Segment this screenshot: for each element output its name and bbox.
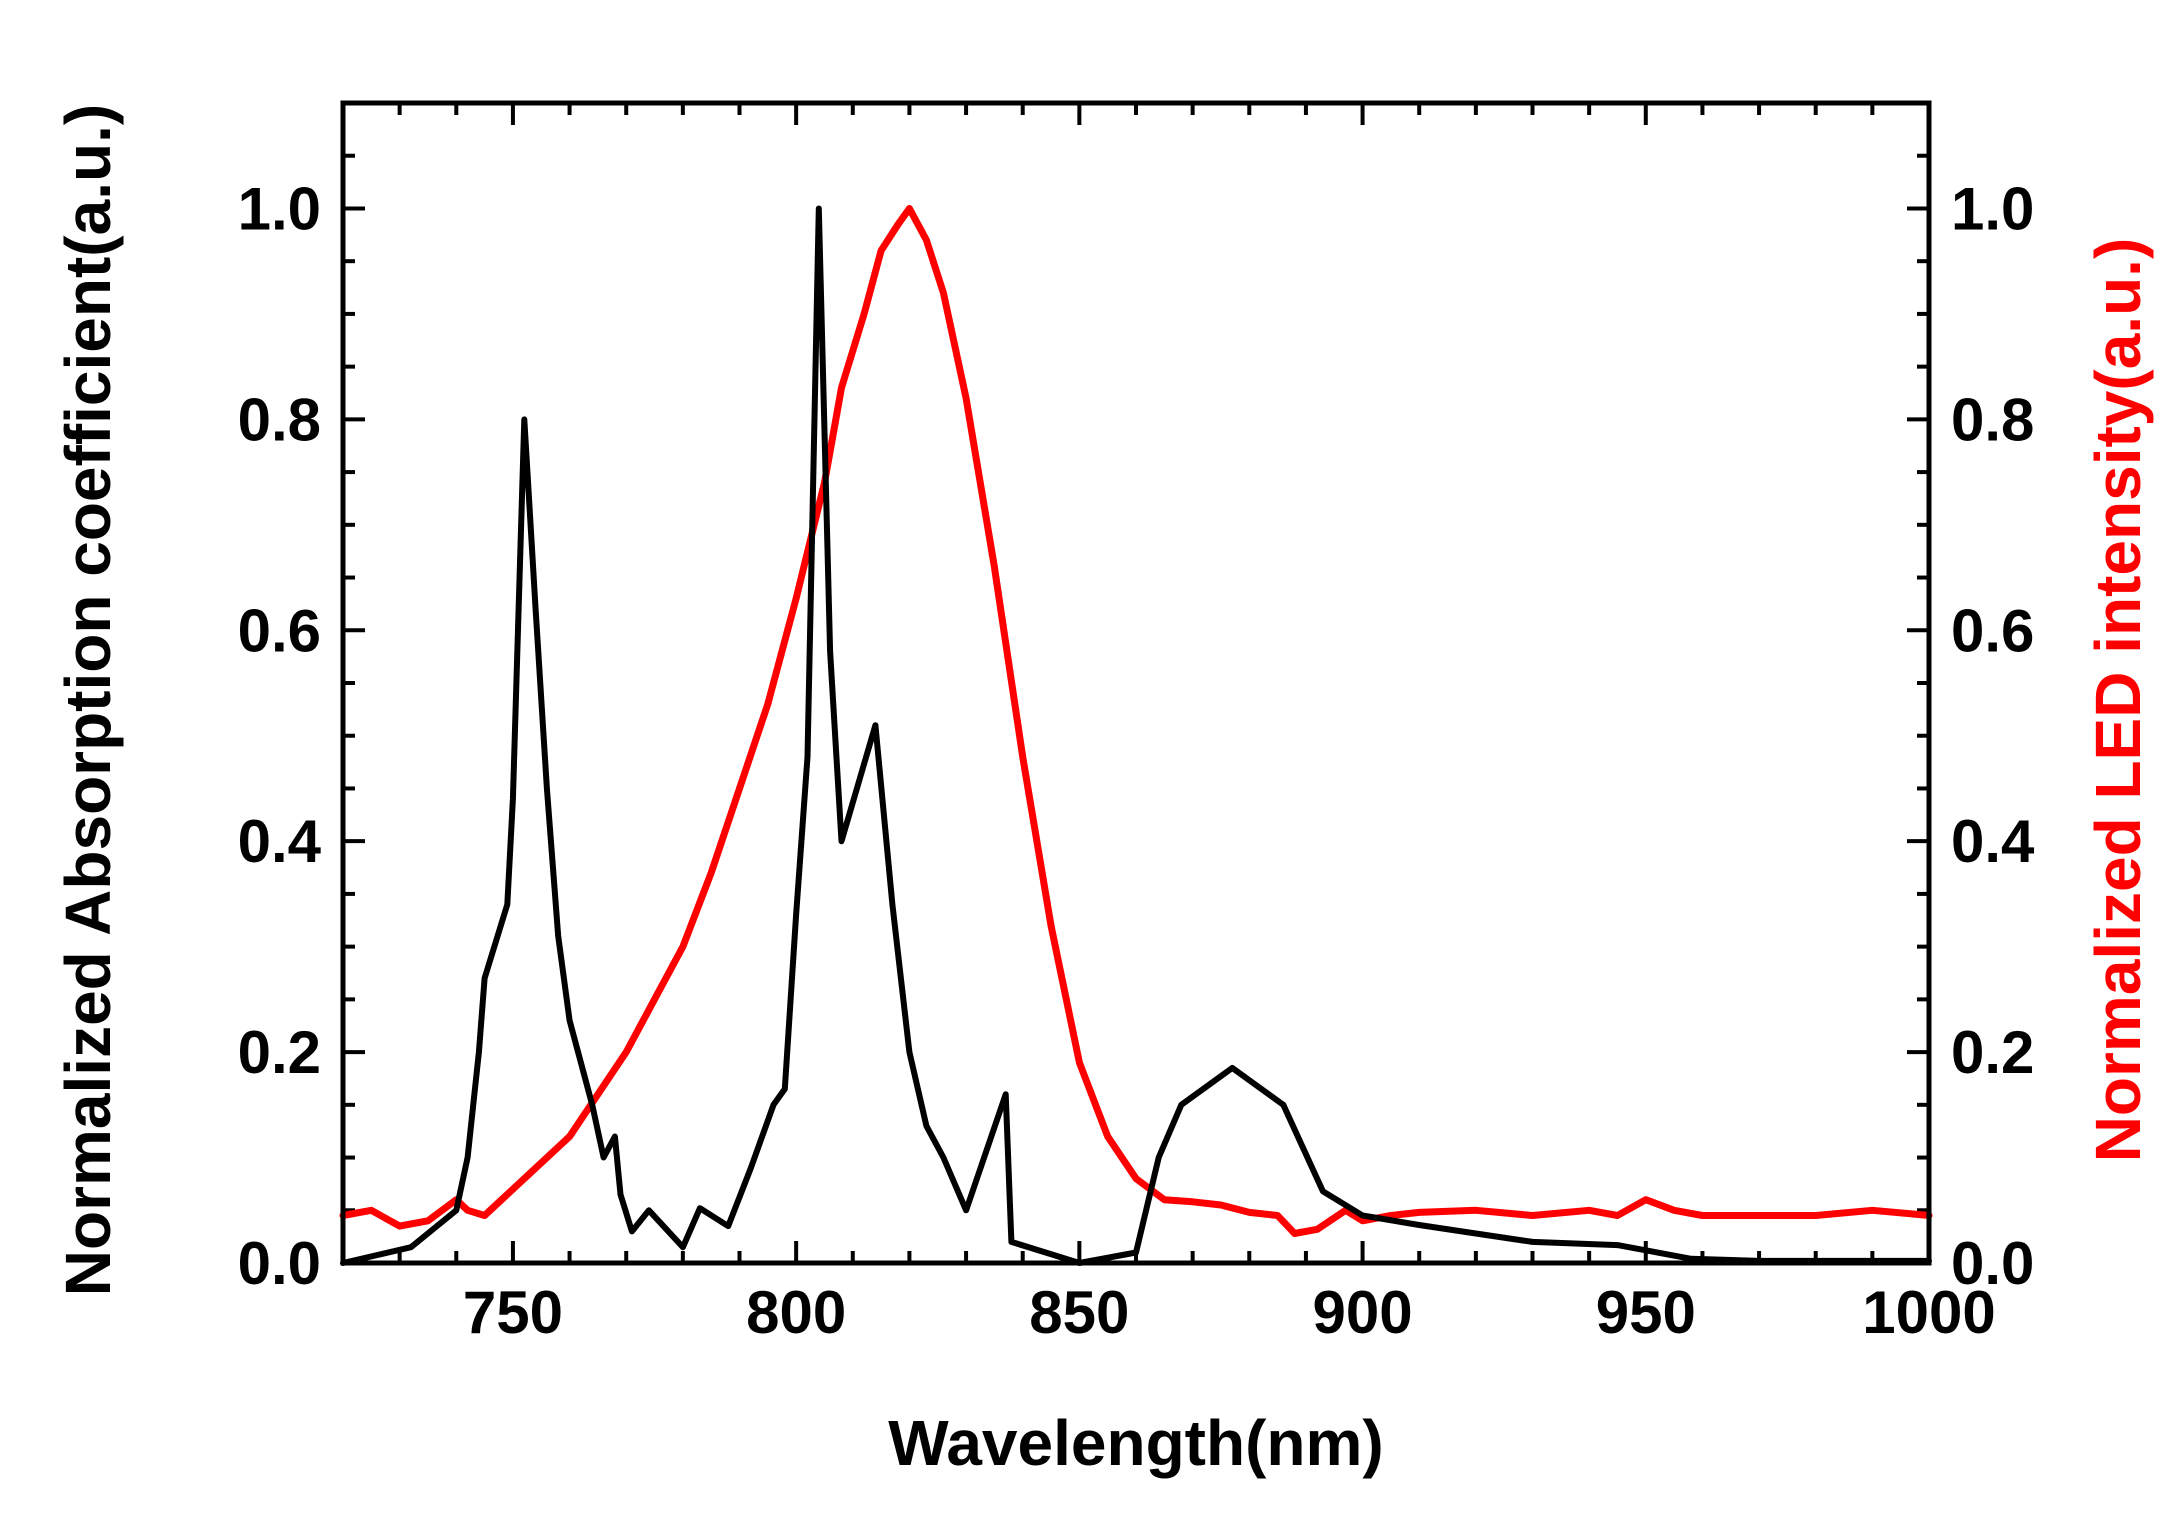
absorption-series-line <box>340 205 1932 1266</box>
led-series-line <box>339 205 1933 1237</box>
ticks <box>341 101 1931 1265</box>
y-tick-label-left: 0.0 <box>238 1230 321 1297</box>
y-tick-label-left: 0.2 <box>238 1019 321 1086</box>
x-tick-label: 900 <box>1313 1279 1413 1346</box>
x-tick-label: 850 <box>1029 1279 1129 1346</box>
y-tick-label-right: 0.6 <box>1951 597 2034 664</box>
y-tick-label-right: 1.0 <box>1951 175 2034 242</box>
x-axis-title: Wavelength(nm) <box>888 1407 1383 1479</box>
y-axis-right-title: Normalized LED intensity(a.u.) <box>2082 238 2154 1163</box>
y-tick-label-left: 0.6 <box>238 597 321 664</box>
x-tick-label: 800 <box>746 1279 846 1346</box>
y-tick-label-left: 1.0 <box>238 175 321 242</box>
y-tick-label-left: 0.8 <box>238 386 321 453</box>
y-tick-label-left: 0.4 <box>238 808 322 875</box>
y-tick-label-right: 0.8 <box>1951 386 2034 453</box>
y-tick-label-right: 0.4 <box>1951 808 2035 875</box>
y-tick-label-right: 0.0 <box>1951 1230 2034 1297</box>
x-tick-label: 750 <box>463 1279 563 1346</box>
x-tick-label: 1000 <box>1862 1279 1995 1346</box>
plot-frame <box>340 100 1932 1266</box>
y-tick-label-right: 0.2 <box>1951 1019 2034 1086</box>
y-axis-left-title: Normalized Absorption coefficient(a.u.) <box>52 104 124 1296</box>
series-layer <box>339 205 1933 1266</box>
x-tick-label: 950 <box>1596 1279 1696 1346</box>
